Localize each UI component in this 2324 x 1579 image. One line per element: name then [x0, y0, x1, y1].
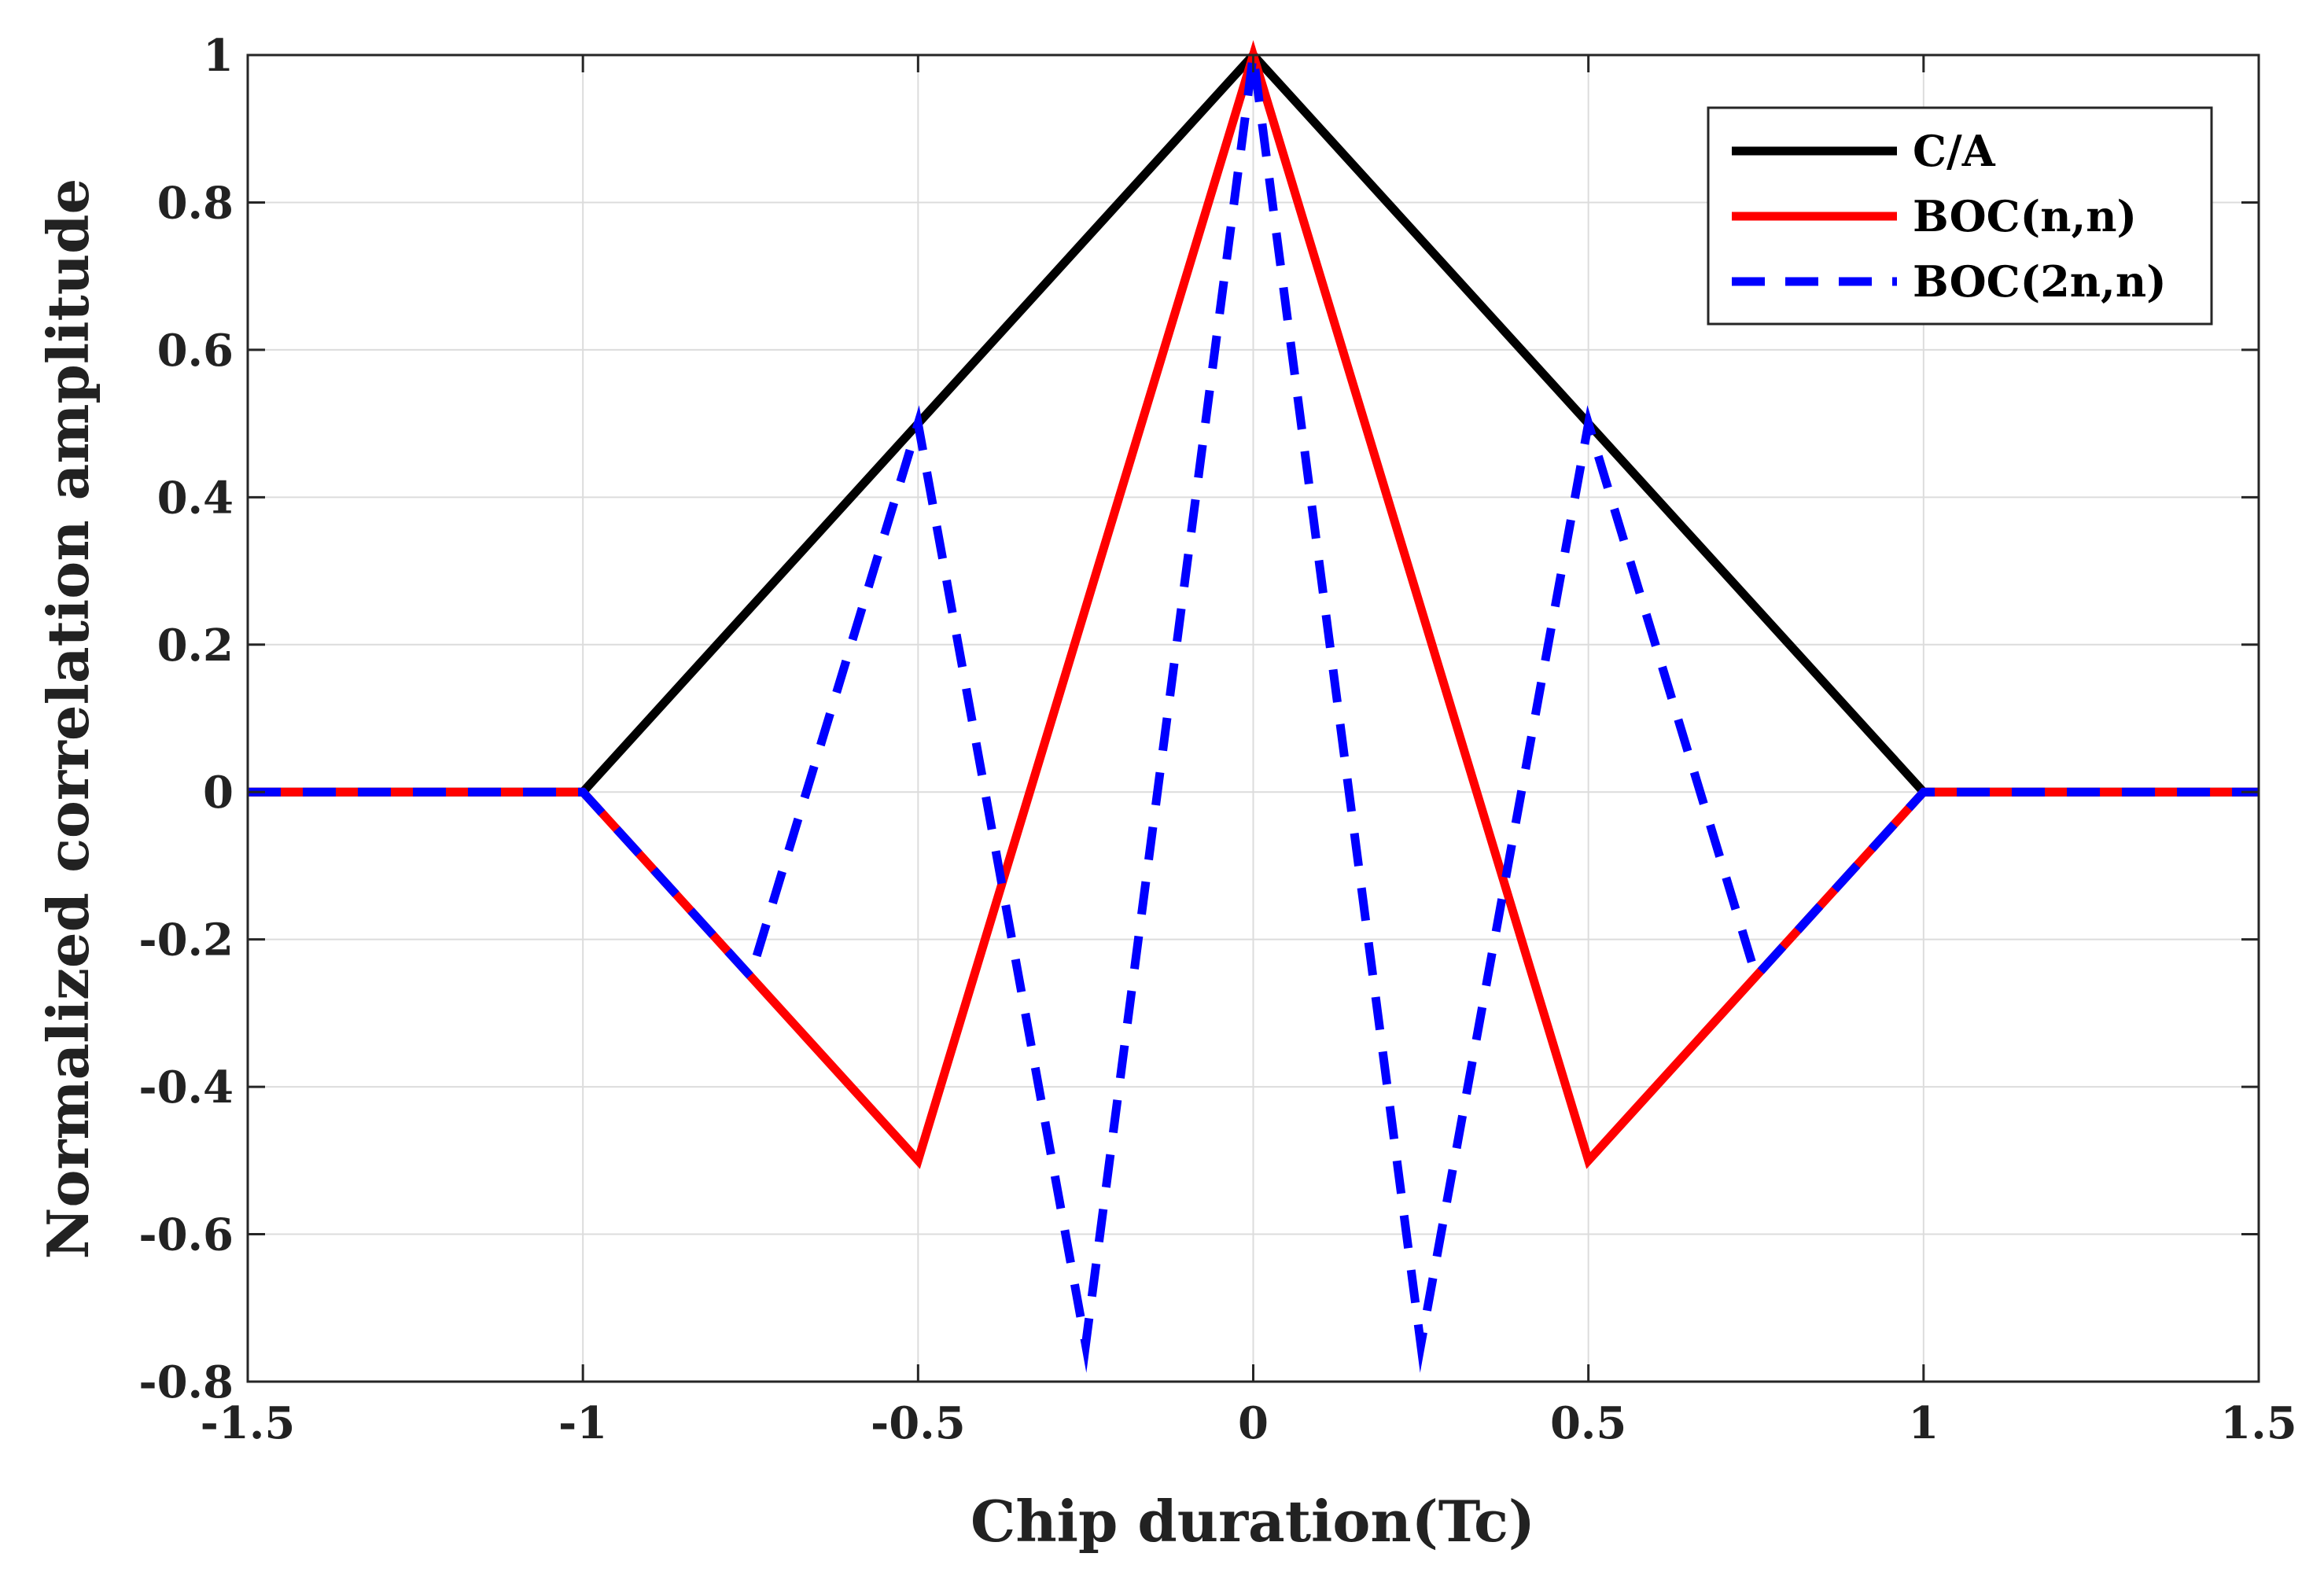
x-tick-label: -0.5 [871, 1397, 966, 1449]
y-tick-label: 0.4 [157, 472, 234, 524]
x-tick-label: -1.5 [201, 1397, 296, 1449]
legend-label: BOC(n,n) [1913, 191, 2137, 241]
y-tick-label: -0.2 [138, 915, 234, 966]
y-tick-label: 0 [203, 767, 234, 819]
y-tick-label: -0.8 [138, 1356, 234, 1408]
y-tick-label: 1 [203, 30, 234, 82]
x-tick-label: 0.5 [1550, 1397, 1626, 1449]
x-tick-label: 0 [1238, 1397, 1269, 1449]
legend-label: C/A [1913, 126, 1996, 176]
series-line-boc-2n-n [248, 21, 2259, 1373]
y-tick-label: 0.6 [157, 325, 234, 377]
x-tick-label: 1.5 [2220, 1397, 2296, 1449]
tick-labels: -1.5 -1 -0.5 0 0.5 1 1.5 -0.8 -0.6 -0.4 -0.2 0 0.2 0.… [138, 30, 2296, 1449]
legend: C/A BOC(n,n) BOC(2n,n) [1707, 106, 2213, 326]
y-axis-title: Normalized correlation amplitude [35, 179, 101, 1260]
x-tick-label: -1 [558, 1397, 607, 1449]
y-tick-label: 0.2 [157, 620, 234, 672]
y-tick-label: 0.8 [157, 177, 234, 229]
ticks [246, 53, 2260, 1383]
legend-label: BOC(2n,n) [1913, 256, 2167, 307]
x-tick-label: 1 [1908, 1397, 1939, 1449]
y-tick-label: -0.4 [138, 1062, 234, 1113]
x-axis-title: Chip duration(Tc) [970, 1488, 1535, 1555]
y-tick-label: -0.6 [138, 1209, 234, 1261]
